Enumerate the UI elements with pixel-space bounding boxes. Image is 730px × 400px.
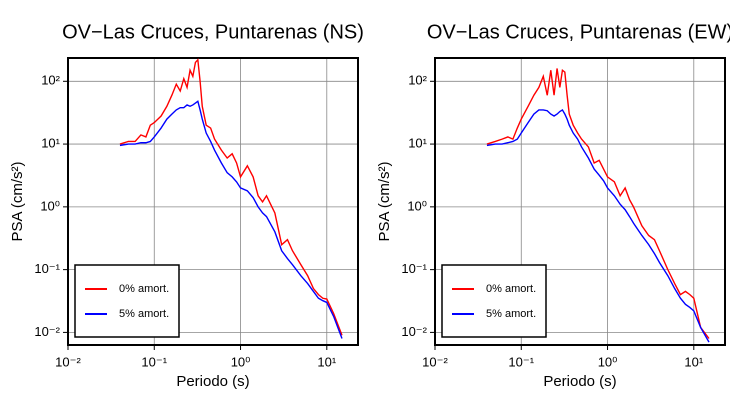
y-axis-label: PSA (cm/s²) xyxy=(9,161,26,241)
y-tick-label: 10¹ xyxy=(408,136,427,151)
x-tick-label: 10⁻² xyxy=(55,354,81,369)
data-line xyxy=(486,68,710,339)
x-tick-label: 10⁰ xyxy=(598,354,618,369)
y-axis-label: PSA (cm/s²) xyxy=(376,161,393,241)
y-tick-label: 10⁻¹ xyxy=(401,261,427,276)
legend-label: 0% amort. xyxy=(119,283,169,295)
y-tick-label: 10⁻² xyxy=(34,324,60,339)
legend-label: 5% amort. xyxy=(119,308,169,320)
chart-title: OV−Las Cruces, Puntarenas (NS) xyxy=(62,21,364,43)
x-tick-label: 10⁻¹ xyxy=(508,354,534,369)
plot-frame xyxy=(434,57,726,346)
x-axis-label: Periodo (s) xyxy=(543,373,616,390)
legend-label: 0% amort. xyxy=(486,283,536,295)
legend-box xyxy=(441,264,547,338)
x-axis-label: Periodo (s) xyxy=(176,373,249,390)
x-tick-label: 10¹ xyxy=(684,354,703,369)
data-line xyxy=(119,100,343,339)
y-tick-label: 10² xyxy=(408,73,427,88)
legend-box xyxy=(74,264,180,338)
data-line xyxy=(119,58,343,336)
x-tick-label: 10⁻¹ xyxy=(141,354,167,369)
y-tick-label: 10⁻² xyxy=(401,324,427,339)
plot-frame xyxy=(67,57,359,346)
chart-title: OV−Las Cruces, Puntarenas (EW) xyxy=(427,21,730,43)
x-tick-label: 10¹ xyxy=(317,354,336,369)
legend-label: 5% amort. xyxy=(486,308,536,320)
y-tick-label: 10⁰ xyxy=(40,198,60,213)
data-line xyxy=(486,108,710,343)
y-tick-label: 10² xyxy=(41,73,60,88)
y-tick-label: 10⁻¹ xyxy=(34,261,60,276)
y-tick-label: 10⁰ xyxy=(407,198,427,213)
x-tick-label: 10⁻² xyxy=(422,354,448,369)
y-tick-label: 10¹ xyxy=(41,136,60,151)
x-tick-label: 10⁰ xyxy=(231,354,251,369)
